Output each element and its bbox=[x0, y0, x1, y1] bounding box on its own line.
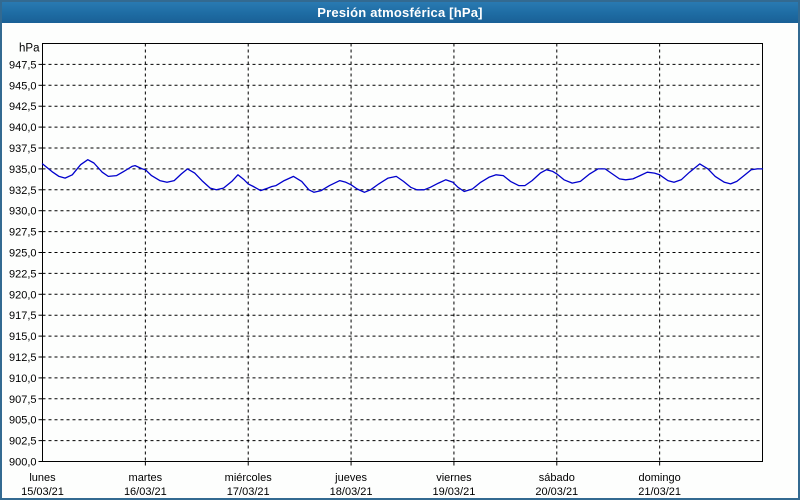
y-tick-label: 900,0 bbox=[9, 457, 37, 469]
y-tick-label: 942,5 bbox=[9, 101, 37, 113]
x-weekday-label: miércoles bbox=[225, 472, 273, 484]
y-tick-label: 945,0 bbox=[9, 80, 37, 92]
y-tick-label: 947,5 bbox=[9, 59, 37, 71]
y-tick-label: 907,5 bbox=[9, 394, 37, 406]
y-tick-label: 902,5 bbox=[9, 436, 37, 448]
x-weekday-label: viernes bbox=[436, 472, 472, 484]
y-tick-label: 937,5 bbox=[9, 143, 37, 155]
x-weekday-label: martes bbox=[129, 472, 163, 484]
x-weekday-label: lunes bbox=[29, 472, 56, 484]
y-tick-label: 912,5 bbox=[9, 352, 37, 364]
y-tick-label: 905,0 bbox=[9, 415, 37, 427]
x-date-label: 15/03/21 bbox=[21, 486, 64, 498]
y-tick-label: 935,0 bbox=[9, 164, 37, 176]
y-tick-label: 930,0 bbox=[9, 206, 37, 218]
x-weekday-label: domingo bbox=[639, 472, 681, 484]
x-weekday-label: jueves bbox=[334, 472, 367, 484]
pressure-series-line bbox=[41, 159, 764, 193]
x-date-label: 20/03/21 bbox=[535, 486, 578, 498]
x-date-label: 17/03/21 bbox=[227, 486, 270, 498]
y-tick-label: 915,0 bbox=[9, 331, 37, 343]
y-tick-label: 925,0 bbox=[9, 248, 37, 260]
chart-title-bar: Presión atmosférica [hPa] bbox=[2, 2, 798, 23]
y-tick-label: 940,0 bbox=[9, 122, 37, 134]
x-weekday-label: sábado bbox=[539, 472, 575, 484]
y-tick-label: 910,0 bbox=[9, 373, 37, 385]
y-tick-label: 922,5 bbox=[9, 268, 37, 280]
x-date-label: 19/03/21 bbox=[433, 486, 476, 498]
y-axis-unit-label: hPa bbox=[19, 43, 40, 55]
plot-frame bbox=[42, 43, 763, 462]
y-tick-label: 927,5 bbox=[9, 227, 37, 239]
x-date-label: 21/03/21 bbox=[638, 486, 681, 498]
y-tick-label: 920,0 bbox=[9, 289, 37, 301]
x-date-label: 16/03/21 bbox=[124, 486, 167, 498]
y-tick-label: 932,5 bbox=[9, 185, 37, 197]
x-date-label: 18/03/21 bbox=[330, 486, 373, 498]
y-tick-label: 917,5 bbox=[9, 310, 37, 322]
